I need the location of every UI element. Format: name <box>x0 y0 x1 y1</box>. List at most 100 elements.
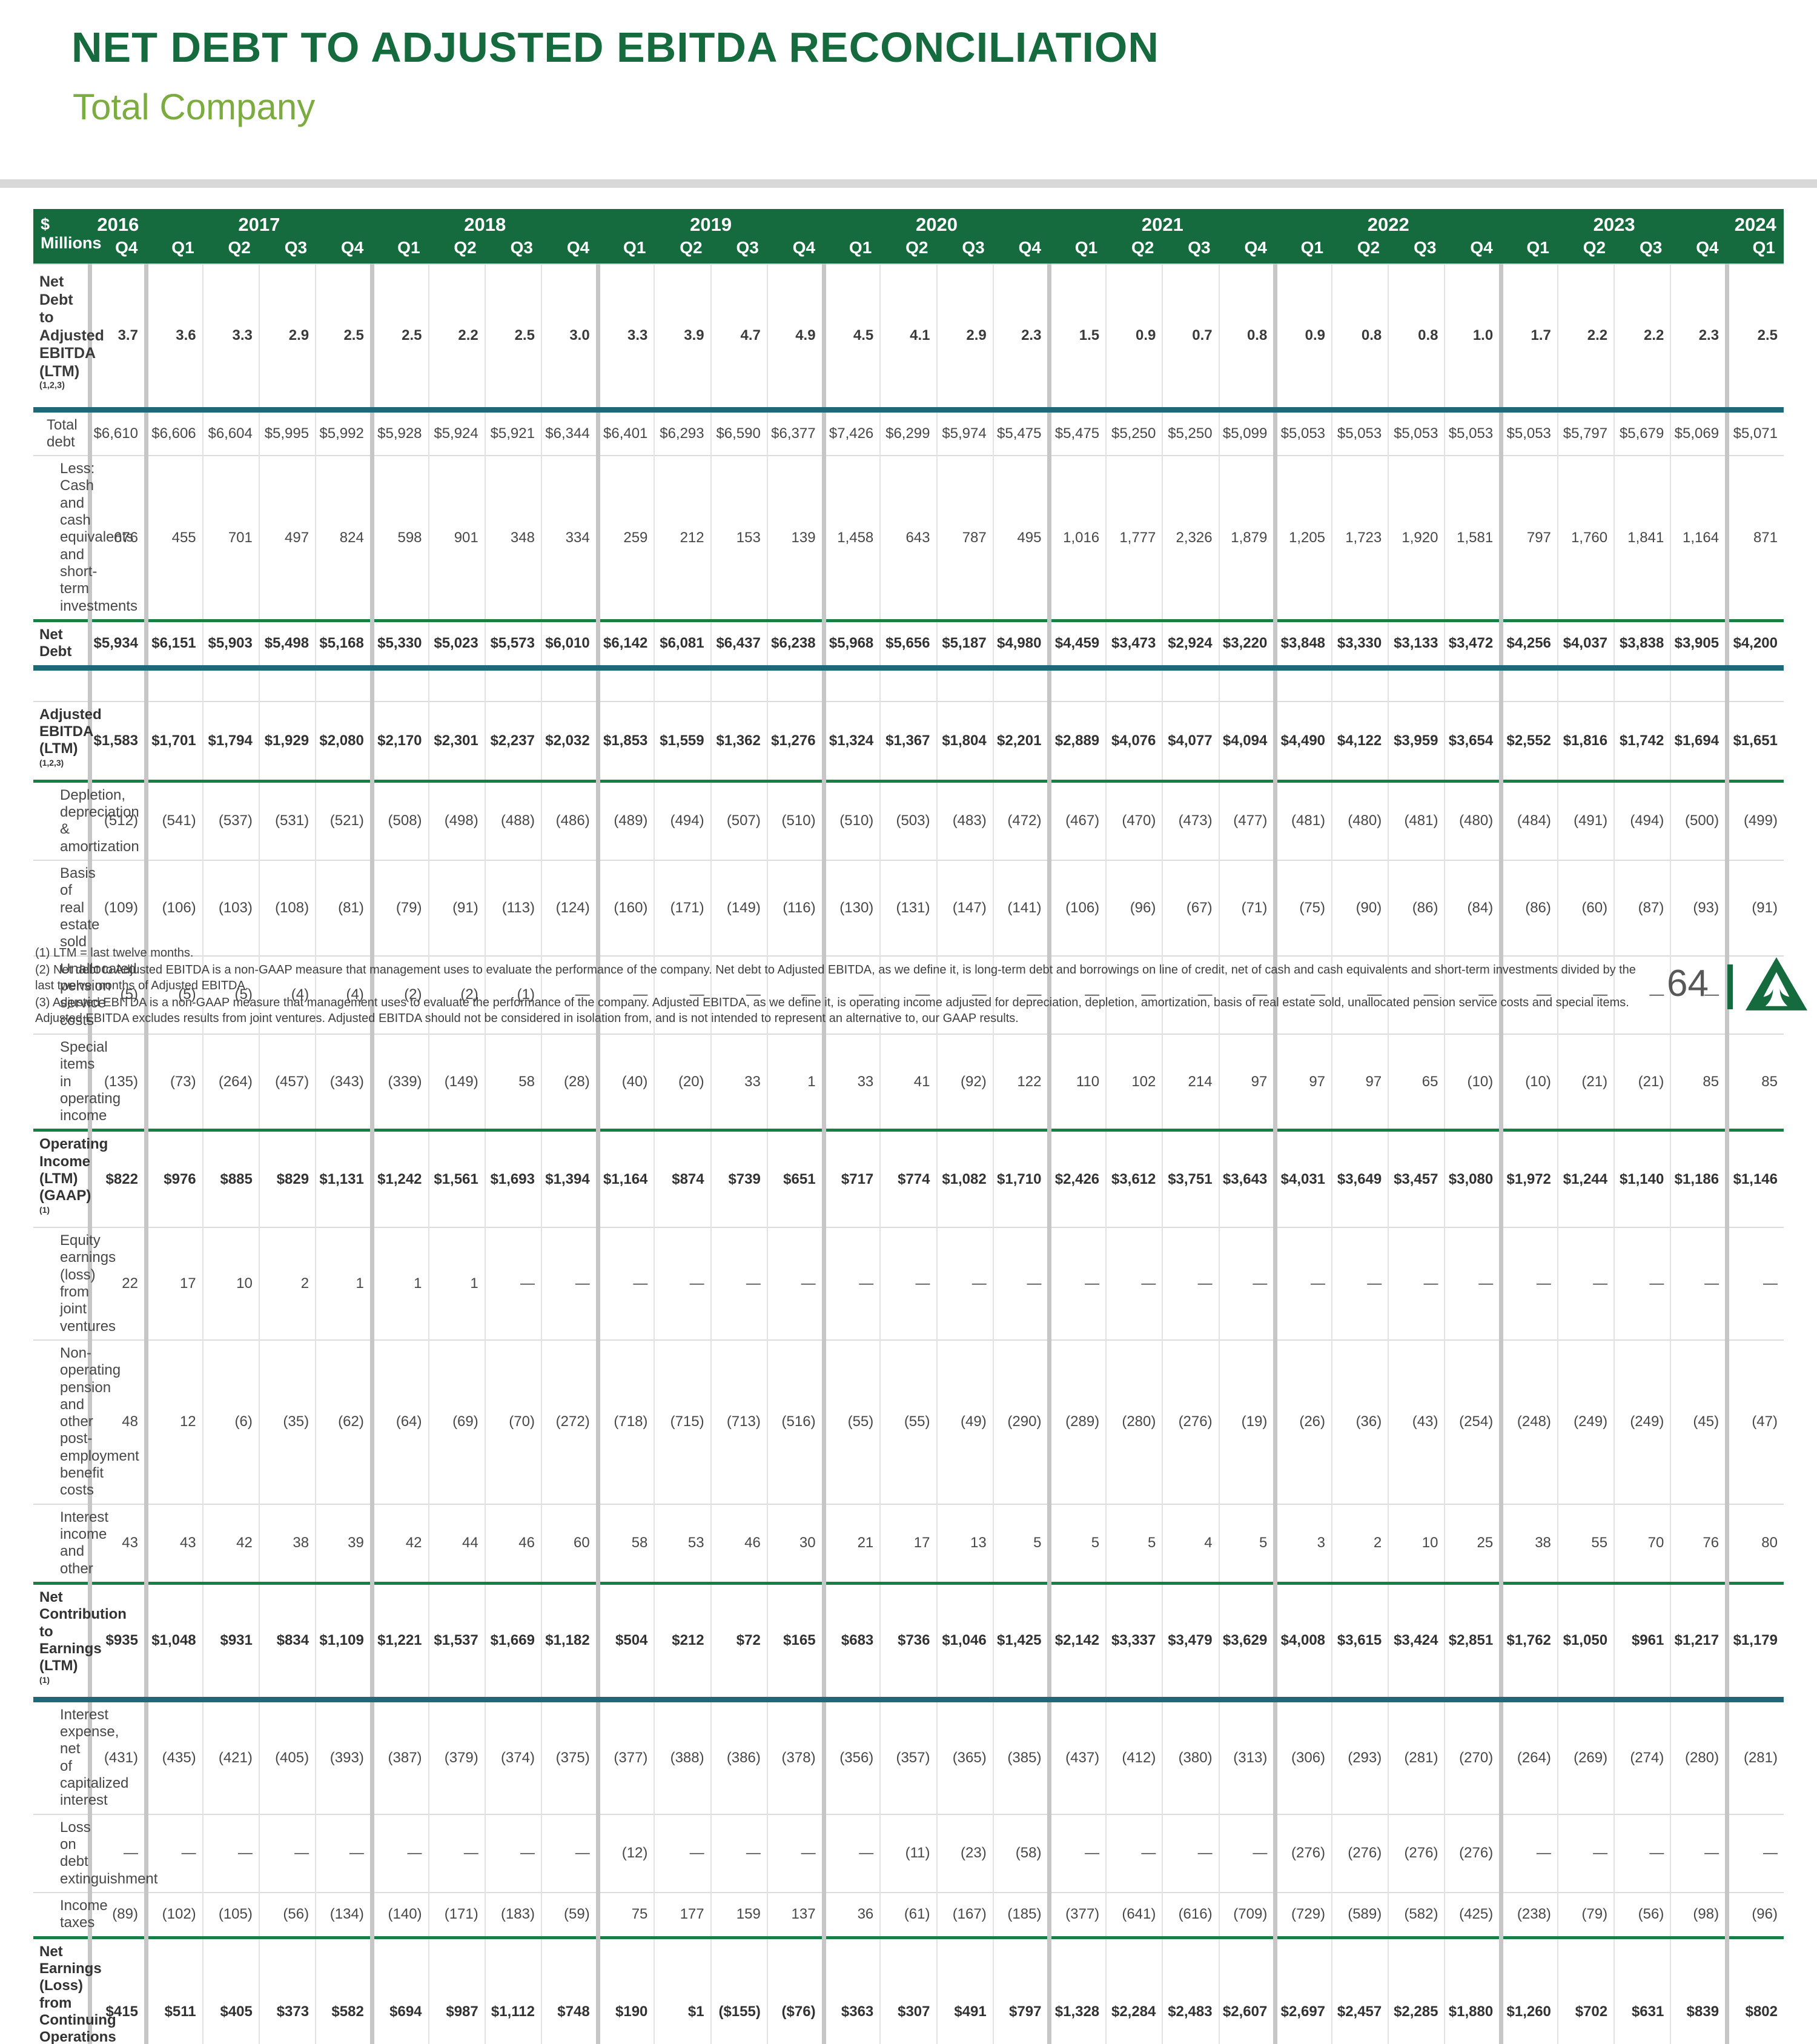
year-header-2018: 2018 <box>372 209 598 236</box>
cell-non-operating-pension-costs-2018-Q1: (64) <box>369 1339 429 1504</box>
cell-adjusted-ebitda-2018-Q2: $2,301 <box>428 700 485 783</box>
cell-net-debt-2019-Q1: $6,142 <box>595 620 655 671</box>
cell-special-items-in-operating-income-2017-Q4: (343) <box>315 1033 372 1132</box>
cell-net-contribution-to-earnings-2023-Q1: $1,762 <box>1499 1582 1558 1702</box>
year-header-2021: 2021 <box>1049 209 1276 236</box>
page-number: 64 <box>1667 963 1709 1004</box>
cell-spacer-2024-Q1 <box>1725 668 1784 702</box>
cell-interest-expense-2021-Q4: (313) <box>1218 1699 1276 1814</box>
cell-depletion-depreciation-amortization-2023-Q3: (494) <box>1613 780 1671 861</box>
quarter-header: Q3 <box>485 236 541 264</box>
cell-loss-on-debt-extinguishment-2023-Q2: — <box>1557 1813 1615 1893</box>
cell-equity-earnings-joint-ventures-2018-Q1: 1 <box>369 1227 429 1340</box>
cell-adjusted-ebitda-2019-Q2: $1,559 <box>654 700 711 783</box>
row-unallocated-pension-service-costs: Unallocated pension service costs (5) (5)(… <box>33 955 1784 1034</box>
cell-net-earnings-continuing-operations-2020-Q4: $797 <box>992 1937 1050 2044</box>
cell-net-contribution-to-earnings-2016-Q4: $935 <box>87 1582 147 1702</box>
cell-net-debt-to-adjusted-ebitda-ratio-2022-Q1: 0.9 <box>1273 264 1332 413</box>
cell-equity-earnings-joint-ventures-2021-Q4: — <box>1218 1227 1276 1340</box>
cell-operating-income-ltm-gaap-2022-Q2: $3,649 <box>1331 1129 1389 1227</box>
cell-equity-earnings-joint-ventures-2017-Q4: 1 <box>315 1227 372 1340</box>
cell-adjusted-ebitda-2017-Q4: $2,080 <box>315 700 372 783</box>
cell-non-operating-pension-costs-2020-Q3: (49) <box>936 1339 993 1504</box>
cell-adjusted-ebitda-2020-Q2: $1,367 <box>879 700 937 783</box>
cell-net-earnings-continuing-operations-2018-Q4: $748 <box>540 1937 598 2044</box>
cell-net-contribution-to-earnings-2020-Q3: $1,046 <box>936 1582 993 1702</box>
cell-less-cash-and-short-term-investments-2018-Q4: 334 <box>540 455 598 622</box>
cell-less-cash-and-short-term-investments-2016-Q4: 676 <box>87 455 147 622</box>
cell-total-debt-2019-Q1: $6,401 <box>595 408 655 456</box>
cell-basis-of-real-estate-sold-2019-Q2: (171) <box>654 860 711 956</box>
cell-special-items-in-operating-income-2022-Q2: 97 <box>1331 1033 1389 1132</box>
cell-net-contribution-to-earnings-2018-Q4: $1,182 <box>540 1582 598 1702</box>
cell-less-cash-and-short-term-investments-2022-Q1: 1,205 <box>1273 455 1332 622</box>
cell-depletion-depreciation-amortization-2016-Q4: (512) <box>87 780 147 861</box>
cell-less-cash-and-short-term-investments-2017-Q1: 455 <box>144 455 203 622</box>
cell-adjusted-ebitda-2017-Q3: $1,929 <box>258 700 316 783</box>
cell-net-contribution-to-earnings-2020-Q4: $1,425 <box>992 1582 1050 1702</box>
cell-total-debt-2021-Q3: $5,250 <box>1162 408 1219 456</box>
cell-net-debt-2019-Q2: $6,081 <box>654 620 711 671</box>
cell-unallocated-pension-service-costs-2021-Q3: — <box>1162 955 1219 1034</box>
cell-equity-earnings-joint-ventures-2022-Q4: — <box>1444 1227 1501 1340</box>
cell-loss-on-debt-extinguishment-2023-Q3: — <box>1613 1813 1671 1893</box>
cell-depletion-depreciation-amortization-2017-Q4: (521) <box>315 780 372 861</box>
cell-equity-earnings-joint-ventures-2019-Q4: — <box>766 1227 824 1340</box>
cell-spacer-2019-Q1 <box>595 668 655 702</box>
row-label: Income taxes <box>33 1891 108 1939</box>
row-label: Special items in operating income <box>33 1033 121 1132</box>
cell-spacer-2021-Q1 <box>1047 668 1107 702</box>
page-subtitle: Total Company <box>73 87 316 127</box>
cell-adjusted-ebitda-2023-Q2: $1,816 <box>1557 700 1615 783</box>
quarter-header: Q2 <box>1106 236 1163 264</box>
cell-adjusted-ebitda-2019-Q1: $1,853 <box>595 700 655 783</box>
cell-net-debt-2019-Q4: $6,238 <box>766 620 824 671</box>
cell-interest-expense-2022-Q2: (293) <box>1331 1699 1389 1814</box>
quarter-header: Q4 <box>316 236 372 264</box>
cell-equity-earnings-joint-ventures-2024-Q1: — <box>1725 1227 1784 1340</box>
cell-interest-expense-2022-Q4: (270) <box>1444 1699 1501 1814</box>
cell-adjusted-ebitda-2021-Q4: $4,094 <box>1218 700 1276 783</box>
cell-adjusted-ebitda-2021-Q1: $2,889 <box>1047 700 1107 783</box>
cell-net-debt-2022-Q1: $3,848 <box>1273 620 1332 671</box>
cell-unallocated-pension-service-costs-2020-Q2: — <box>879 955 937 1034</box>
cell-total-debt-2020-Q2: $6,299 <box>879 408 937 456</box>
cell-equity-earnings-joint-ventures-2017-Q1: 17 <box>144 1227 203 1340</box>
cell-interest-expense-2018-Q3: (374) <box>484 1699 541 1814</box>
quarter-header-row: Q4 Q1 Q2 Q3 Q4 Q1 Q2 Q3 Q4 Q1 Q2 Q3 Q4 Q1 Q2 Q3 Q4 Q1 Q2 Q3… <box>33 236 1784 264</box>
brand-divider-bar <box>1727 964 1733 1009</box>
cell-total-debt-2018-Q4: $6,344 <box>540 408 598 456</box>
cell-net-contribution-to-earnings-2019-Q3: $72 <box>710 1582 767 1702</box>
cell-adjusted-ebitda-2019-Q4: $1,276 <box>766 700 824 783</box>
cell-interest-expense-2017-Q4: (393) <box>315 1699 372 1814</box>
cell-interest-income-and-other-2022-Q2: 2 <box>1331 1503 1389 1585</box>
cell-less-cash-and-short-term-investments-2020-Q2: 643 <box>879 455 937 622</box>
quarter-header: Q4 <box>767 236 824 264</box>
cell-operating-income-ltm-gaap-2021-Q3: $3,751 <box>1162 1129 1219 1227</box>
cell-unallocated-pension-service-costs-2022-Q1: — <box>1273 955 1332 1034</box>
cell-income-taxes-2023-Q3: (56) <box>1613 1891 1671 1939</box>
cell-spacer-2022-Q4 <box>1444 668 1501 702</box>
cell-equity-earnings-joint-ventures-2022-Q3: — <box>1388 1227 1445 1340</box>
cell-basis-of-real-estate-sold-2023-Q3: (87) <box>1613 860 1671 956</box>
cell-unallocated-pension-service-costs-2022-Q4: — <box>1444 955 1501 1034</box>
cell-net-earnings-continuing-operations-2024-Q1: $802 <box>1725 1937 1784 2044</box>
cell-special-items-in-operating-income-2023-Q1: (10) <box>1499 1033 1558 1132</box>
cell-spacer-2016-Q4 <box>87 668 147 702</box>
cell-special-items-in-operating-income-2023-Q3: (21) <box>1613 1033 1671 1132</box>
cell-less-cash-and-short-term-investments-2021-Q4: 1,879 <box>1218 455 1276 622</box>
row-label: Interest expense, net of capitalized int… <box>33 1699 128 1814</box>
row-net-debt-to-adjusted-ebitda-ratio: Net Debt to Adjusted EBITDA (LTM) (1,2,3)… <box>33 264 1784 413</box>
year-header-2023: 2023 <box>1501 209 1727 236</box>
slide: { "slide": { "title": "NET DEBT TO ADJUS… <box>0 24 1817 2044</box>
cell-spacer-2018-Q2 <box>428 668 485 702</box>
cell-loss-on-debt-extinguishment-2020-Q2: (11) <box>879 1813 937 1893</box>
cell-income-taxes-2018-Q1: (140) <box>369 1891 429 1939</box>
cell-adjusted-ebitda-2018-Q1: $2,170 <box>369 700 429 783</box>
cell-adjusted-ebitda-2022-Q3: $3,959 <box>1388 700 1445 783</box>
cell-unallocated-pension-service-costs-2021-Q2: — <box>1105 955 1163 1034</box>
cell-net-debt-to-adjusted-ebitda-ratio-2018-Q4: 3.0 <box>540 264 598 413</box>
cell-net-contribution-to-earnings-2017-Q1: $1,048 <box>144 1582 203 1702</box>
cell-loss-on-debt-extinguishment-2019-Q1: (12) <box>595 1813 655 1893</box>
cell-depletion-depreciation-amortization-2020-Q4: (472) <box>992 780 1050 861</box>
